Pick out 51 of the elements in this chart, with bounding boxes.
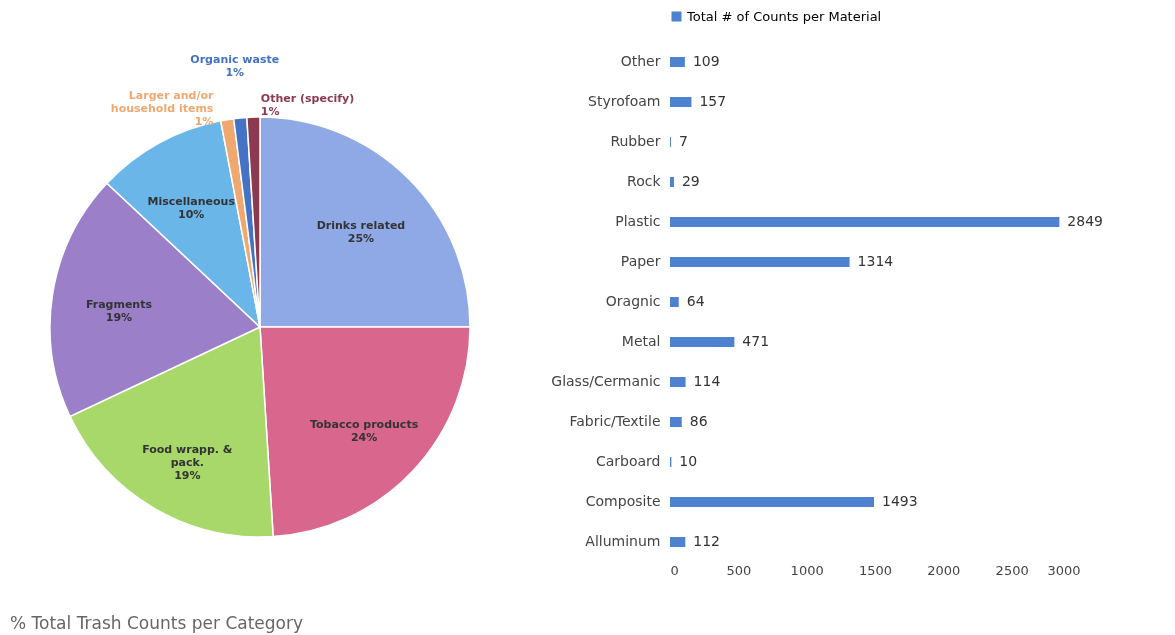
x-tick-label: 1500 <box>858 562 893 578</box>
data-label: 24% <box>350 430 378 444</box>
x-tick-label: 3000 <box>1047 562 1081 578</box>
data-label: 7 <box>678 133 688 149</box>
data-label: 19% <box>105 310 133 324</box>
data-label: 86 <box>689 413 708 429</box>
data-label: 10 <box>679 453 698 469</box>
data-label: 1% <box>225 66 245 80</box>
x-tick-label: 1000 <box>790 562 824 578</box>
y-tick-label: Plastic <box>615 213 661 229</box>
data-label: 1493 <box>882 493 918 509</box>
slice-label: Fragments <box>85 297 153 311</box>
slice-label: Tobacco products <box>309 417 419 431</box>
y-tick-label: Paper <box>620 253 661 269</box>
data-label: 1314 <box>857 253 894 269</box>
y-tick-label: Alluminum <box>585 533 661 549</box>
slice-label: Other (specify) <box>260 92 355 106</box>
data-label: 25% <box>347 232 375 246</box>
x-tick-label: 2000 <box>927 562 961 578</box>
y-tick-label: Rubber <box>610 133 661 149</box>
data-label: 112 <box>693 533 721 549</box>
y-tick-label: Oragnic <box>605 293 661 309</box>
data-label: 19% <box>174 468 201 482</box>
x-tick-label: 0 <box>670 562 679 578</box>
slice-label: Larger and/or household items <box>110 88 214 115</box>
data-label: 471 <box>742 333 770 349</box>
data-label: 2849 <box>1067 213 1103 229</box>
x-tick-label: 2500 <box>995 562 1029 578</box>
legend-label: Total # of Counts per Material <box>686 8 882 24</box>
slice-label: Organic waste <box>190 53 280 67</box>
y-tick-label: Metal <box>621 333 661 349</box>
data-label: 157 <box>699 93 727 109</box>
data-label: 1% <box>194 114 214 128</box>
y-tick-label: Other <box>620 53 661 69</box>
data-label: 10% <box>178 207 205 221</box>
y-tick-label: Glass/Cermanic <box>551 373 661 389</box>
data-label: 1% <box>260 105 280 119</box>
y-tick-label: Styrofoam <box>588 93 661 109</box>
y-tick-label: Composite <box>585 493 661 509</box>
data-label: 29 <box>681 173 700 189</box>
data-label: 114 <box>693 373 721 389</box>
y-tick-label: Rock <box>627 173 662 189</box>
text: % Total Trash Counts per Category <box>10 613 304 633</box>
data-label: 109 <box>692 53 720 69</box>
data-label: 64 <box>686 293 705 309</box>
slice-label: Drinks related <box>316 219 406 233</box>
y-tick-label: Carboard <box>595 453 661 469</box>
y-tick-label: Fabric/Textile <box>569 413 661 429</box>
slice-label: Miscellaneous <box>147 194 236 208</box>
x-tick-label: 500 <box>726 562 752 578</box>
slice-label: Food wrapp. & pack. <box>142 442 233 469</box>
